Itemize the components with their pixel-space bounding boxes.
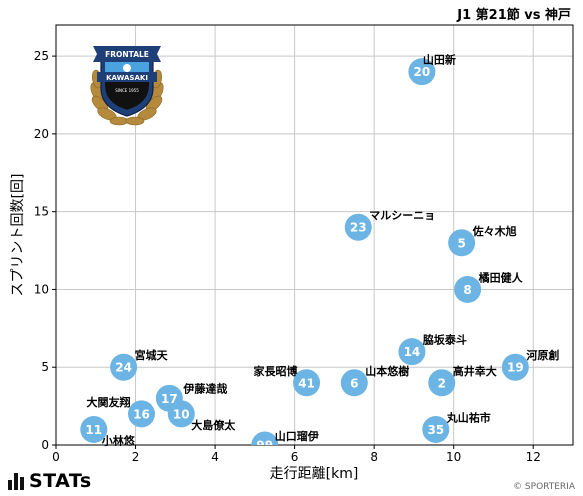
player-name-label: 大島僚太 [191,418,236,432]
player-marker [344,213,372,241]
y-tick-label: 5 [41,360,49,374]
player-marker [454,275,482,303]
player-number: 5 [457,236,465,250]
player-number: 6 [350,376,358,390]
player-marker [501,353,529,381]
player-number: 11 [85,423,102,437]
player-point: 24 [110,353,138,381]
bar-logo-icon [8,472,24,490]
player-name-label: マルシーニョ [369,209,435,222]
crest-middle-text: KAWASAKI [106,74,148,82]
y-tick-label: 20 [34,127,49,141]
player-number: 23 [350,221,367,235]
player-name-label: 橘田健人 [478,270,524,284]
player-point: 11 [80,415,108,443]
player-point: 19 [501,353,529,381]
x-tick-label: 6 [291,450,299,464]
player-number: 99 [256,439,273,453]
player-point: 2 [428,369,456,397]
player-number: 19 [507,361,524,375]
stats-brand: STATs [8,470,92,492]
player-number: 17 [161,392,178,406]
player-marker [398,338,426,366]
player-point: 16 [128,400,156,428]
data-points: 20 23 5 8 14 19 24 41 6 2 17 16 10 11 35 99 [80,58,529,453]
player-number: 14 [404,345,421,359]
x-tick-label: 10 [446,450,461,464]
player-marker [128,400,156,428]
player-marker [422,415,450,443]
player-name-label: 佐々木旭 [472,224,517,238]
club-crest-logo: FRONTALE KAWASAKI SINCE 1955 [90,46,164,126]
crest-top-text: FRONTALE [105,50,149,59]
player-marker [448,229,476,257]
player-marker [80,415,108,443]
player-name-label: 家長昭博 [254,364,298,378]
player-marker [293,369,321,397]
player-number: 24 [115,361,132,375]
y-axis-label: スプリント回数[回] [10,174,26,297]
plot-area [55,24,574,446]
player-marker [408,58,436,86]
player-point: 99 [251,431,279,453]
player-point: 41 [293,369,321,397]
player-name-label: 小林悠 [101,433,136,447]
player-number: 35 [427,423,444,437]
x-tick-label: 0 [52,450,60,464]
player-number: 20 [414,65,431,79]
player-number: 16 [133,407,150,421]
x-tick-label: 2 [132,450,140,464]
player-marker [167,400,195,428]
player-name-label: 脇坂泰斗 [423,333,467,347]
x-tick-label: 8 [370,450,378,464]
player-name-label: 山本悠樹 [365,364,409,378]
player-number: 8 [463,283,471,297]
y-tick-label: 0 [41,438,49,452]
y-tick-label: 10 [34,282,49,296]
player-marker [110,353,138,381]
match-title: J1 第21節 vs 神戸 [457,8,571,23]
player-marker [340,369,368,397]
player-point: 10 [167,400,195,428]
x-axis-label: 走行距離[km] [270,465,359,482]
player-point: 14 [398,338,426,366]
player-point: 5 [448,229,476,257]
player-point: 6 [340,369,368,397]
player-name-label: 宮城天 [135,348,169,362]
credit-text: © SPORTERIA [513,482,575,492]
player-point: 8 [454,275,482,303]
y-tick-label: 15 [34,205,49,219]
x-tick-label: 12 [526,450,541,464]
crest-bottom-text: SINCE 1955 [115,88,139,93]
x-tick-label: 4 [211,450,219,464]
player-point: 23 [344,213,372,241]
player-name-label: 丸山祐市 [446,410,491,424]
player-marker [428,369,456,397]
player-name-label: 山口瑠伊 [275,429,319,443]
player-point: 35 [422,415,450,443]
player-number: 2 [438,376,446,390]
player-number: 10 [173,407,190,421]
player-name-label: 高井幸大 [453,364,497,378]
brand-name: STATs [29,470,92,492]
player-name-label: 山田新 [423,53,456,67]
player-marker [251,431,279,445]
player-name-label: 河原創 [526,348,559,362]
y-tick-label: 25 [34,49,49,63]
player-point: 20 [408,58,436,86]
player-number: 41 [298,376,315,390]
player-name-label: 伊藤達哉 [182,381,227,395]
player-name-label: 大関友翔 [87,395,131,409]
